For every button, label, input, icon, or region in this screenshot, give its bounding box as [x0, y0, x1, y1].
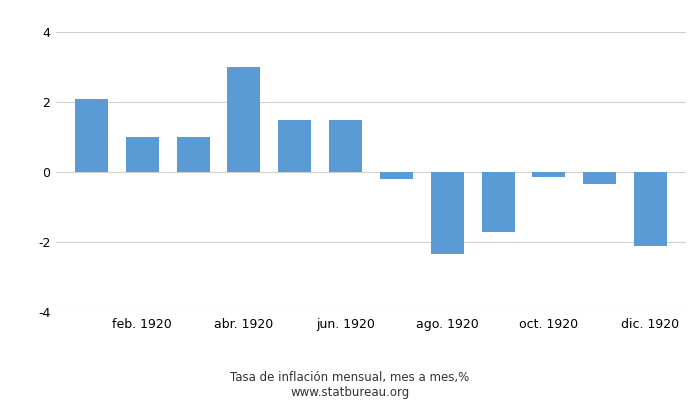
- Bar: [126, 137, 159, 172]
- Bar: [430, 172, 463, 254]
- Bar: [532, 172, 566, 177]
- Bar: [329, 120, 362, 172]
- Bar: [482, 172, 514, 232]
- Legend: Estados Unidos, 1920: Estados Unidos, 1920: [284, 397, 458, 400]
- Bar: [228, 67, 260, 172]
- Bar: [176, 137, 210, 172]
- Bar: [583, 172, 616, 184]
- Bar: [634, 172, 667, 246]
- Bar: [279, 120, 312, 172]
- Text: Tasa de inflación mensual, mes a mes,%: Tasa de inflación mensual, mes a mes,%: [230, 372, 470, 384]
- Bar: [380, 172, 413, 179]
- Text: www.statbureau.org: www.statbureau.org: [290, 386, 410, 399]
- Bar: [75, 98, 108, 172]
